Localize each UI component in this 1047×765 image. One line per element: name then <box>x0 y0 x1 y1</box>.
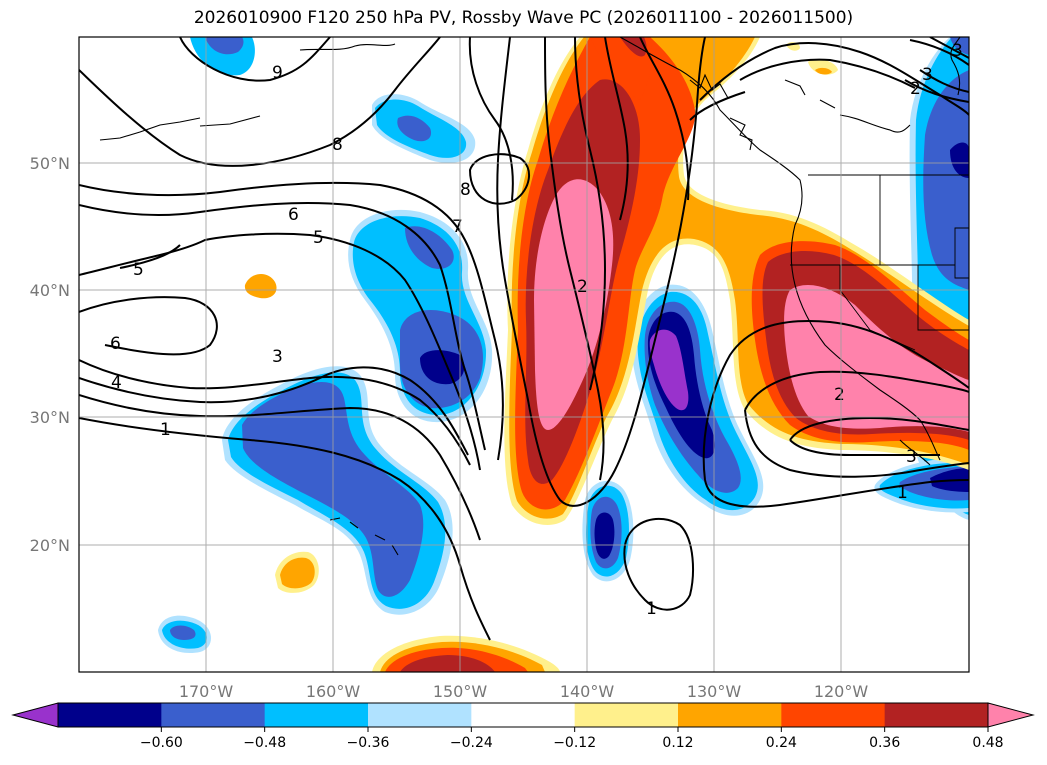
colorbar-tick-label: −0.36 <box>347 735 390 751</box>
contour-label: 3 <box>272 347 283 367</box>
colorbar-segment <box>574 703 679 727</box>
lon-label: 160°W <box>306 682 361 701</box>
contour-label: 6 <box>110 334 121 354</box>
lon-label: 130°W <box>687 682 742 701</box>
pv-contours <box>79 37 969 641</box>
positive-anomaly-fills <box>244 37 969 672</box>
contour-label: 1 <box>160 420 171 440</box>
colorbar-segment <box>368 703 472 727</box>
longitude-labels: 170°W 160°W 150°W 140°W 130°W 120°W <box>179 682 869 701</box>
colorbar-tick-label: 0.36 <box>869 735 900 751</box>
lon-label: 120°W <box>814 682 869 701</box>
contour-label: 3 <box>952 41 963 61</box>
colorbar-tick-label: −0.24 <box>450 735 493 751</box>
lat-label: 50°N <box>30 154 70 173</box>
lon-label: 150°W <box>433 682 488 701</box>
contour-label: 2 <box>577 277 588 297</box>
gridlines <box>79 37 969 672</box>
contour-label: 9 <box>272 63 283 83</box>
contour-label: 2 <box>910 79 921 99</box>
contour-label: 8 <box>332 135 343 155</box>
contour-label: 5 <box>313 228 324 248</box>
colorbar-segment <box>471 703 576 727</box>
colorbar-tick-label: 0.12 <box>662 735 693 751</box>
colorbar-tick-label: 0.48 <box>972 735 1003 751</box>
contour-label: 2 <box>834 385 845 405</box>
map-plot-area: 9 8 8 7 6 5 5 6 4 3 2 1 1 1 2 3 3 2 3 <box>79 37 969 672</box>
map-border <box>78 36 970 673</box>
colorbar-extend-left <box>11 702 59 728</box>
contour-label: 6 <box>288 205 299 225</box>
colorbar-tick-label: −0.60 <box>140 735 183 751</box>
contour-label: 5 <box>133 260 144 280</box>
contour-label: 1 <box>897 483 908 503</box>
contour-label: 3 <box>906 447 917 467</box>
contour-label: 1 <box>646 599 657 619</box>
colorbar-tick-label: −0.12 <box>553 735 596 751</box>
contour-label: 7 <box>452 217 463 237</box>
colorbar-segment <box>264 703 369 727</box>
colorbar-segment <box>58 703 162 727</box>
negative-anomaly-fills <box>158 37 969 654</box>
contour-label: 3 <box>922 65 933 85</box>
lat-label: 30°N <box>30 408 70 427</box>
figure-title: 2026010900 F120 250 hPa PV, Rossby Wave … <box>193 8 854 28</box>
colorbar-extend-right <box>987 702 1035 728</box>
colorbar: −0.60 −0.48 −0.36 −0.24 −0.12 0.12 0.24 0.36 0.4… <box>11 702 1035 751</box>
colorbar-tick-label: −0.48 <box>243 735 286 751</box>
lat-label: 40°N <box>30 281 70 300</box>
contour-labels: 9 8 8 7 6 5 5 6 4 3 2 1 1 1 2 3 3 2 3 <box>110 41 963 619</box>
contour-label: 8 <box>460 180 471 200</box>
colorbar-segment <box>884 703 989 727</box>
lat-label: 20°N <box>30 536 70 555</box>
colorbar-segment <box>781 703 886 727</box>
colorbar-segment <box>161 703 266 727</box>
colorbar-segment <box>678 703 782 727</box>
colorbar-tick-label: 0.24 <box>766 735 797 751</box>
lon-label: 140°W <box>560 682 615 701</box>
latitude-labels: 50°N 40°N 30°N 20°N <box>30 154 70 555</box>
contour-label: 4 <box>111 373 122 393</box>
lon-label: 170°W <box>179 682 234 701</box>
